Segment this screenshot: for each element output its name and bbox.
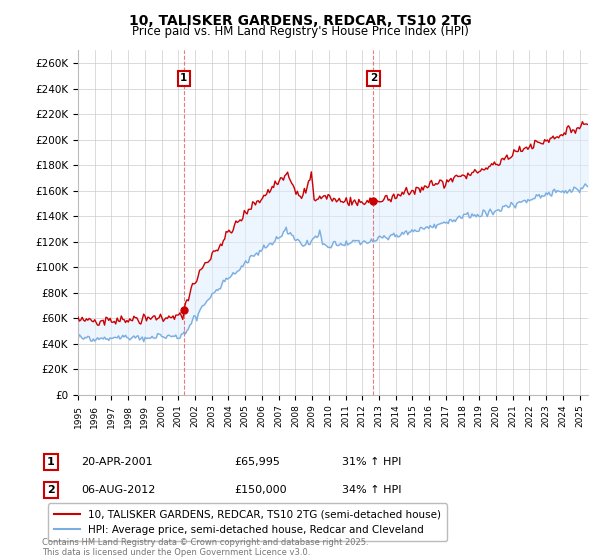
Text: £65,995: £65,995: [234, 457, 280, 467]
Text: 31% ↑ HPI: 31% ↑ HPI: [342, 457, 401, 467]
Text: £150,000: £150,000: [234, 485, 287, 495]
Text: 2: 2: [47, 485, 55, 495]
Text: Contains HM Land Registry data © Crown copyright and database right 2025.
This d: Contains HM Land Registry data © Crown c…: [42, 538, 368, 557]
Text: 1: 1: [47, 457, 55, 467]
Text: 34% ↑ HPI: 34% ↑ HPI: [342, 485, 401, 495]
Legend: 10, TALISKER GARDENS, REDCAR, TS10 2TG (semi-detached house), HPI: Average price: 10, TALISKER GARDENS, REDCAR, TS10 2TG (…: [47, 503, 448, 541]
Text: 2: 2: [370, 73, 377, 83]
Text: Price paid vs. HM Land Registry's House Price Index (HPI): Price paid vs. HM Land Registry's House …: [131, 25, 469, 38]
Text: 06-AUG-2012: 06-AUG-2012: [81, 485, 155, 495]
Text: 1: 1: [180, 73, 188, 83]
Text: 10, TALISKER GARDENS, REDCAR, TS10 2TG: 10, TALISKER GARDENS, REDCAR, TS10 2TG: [128, 14, 472, 28]
Text: 20-APR-2001: 20-APR-2001: [81, 457, 152, 467]
